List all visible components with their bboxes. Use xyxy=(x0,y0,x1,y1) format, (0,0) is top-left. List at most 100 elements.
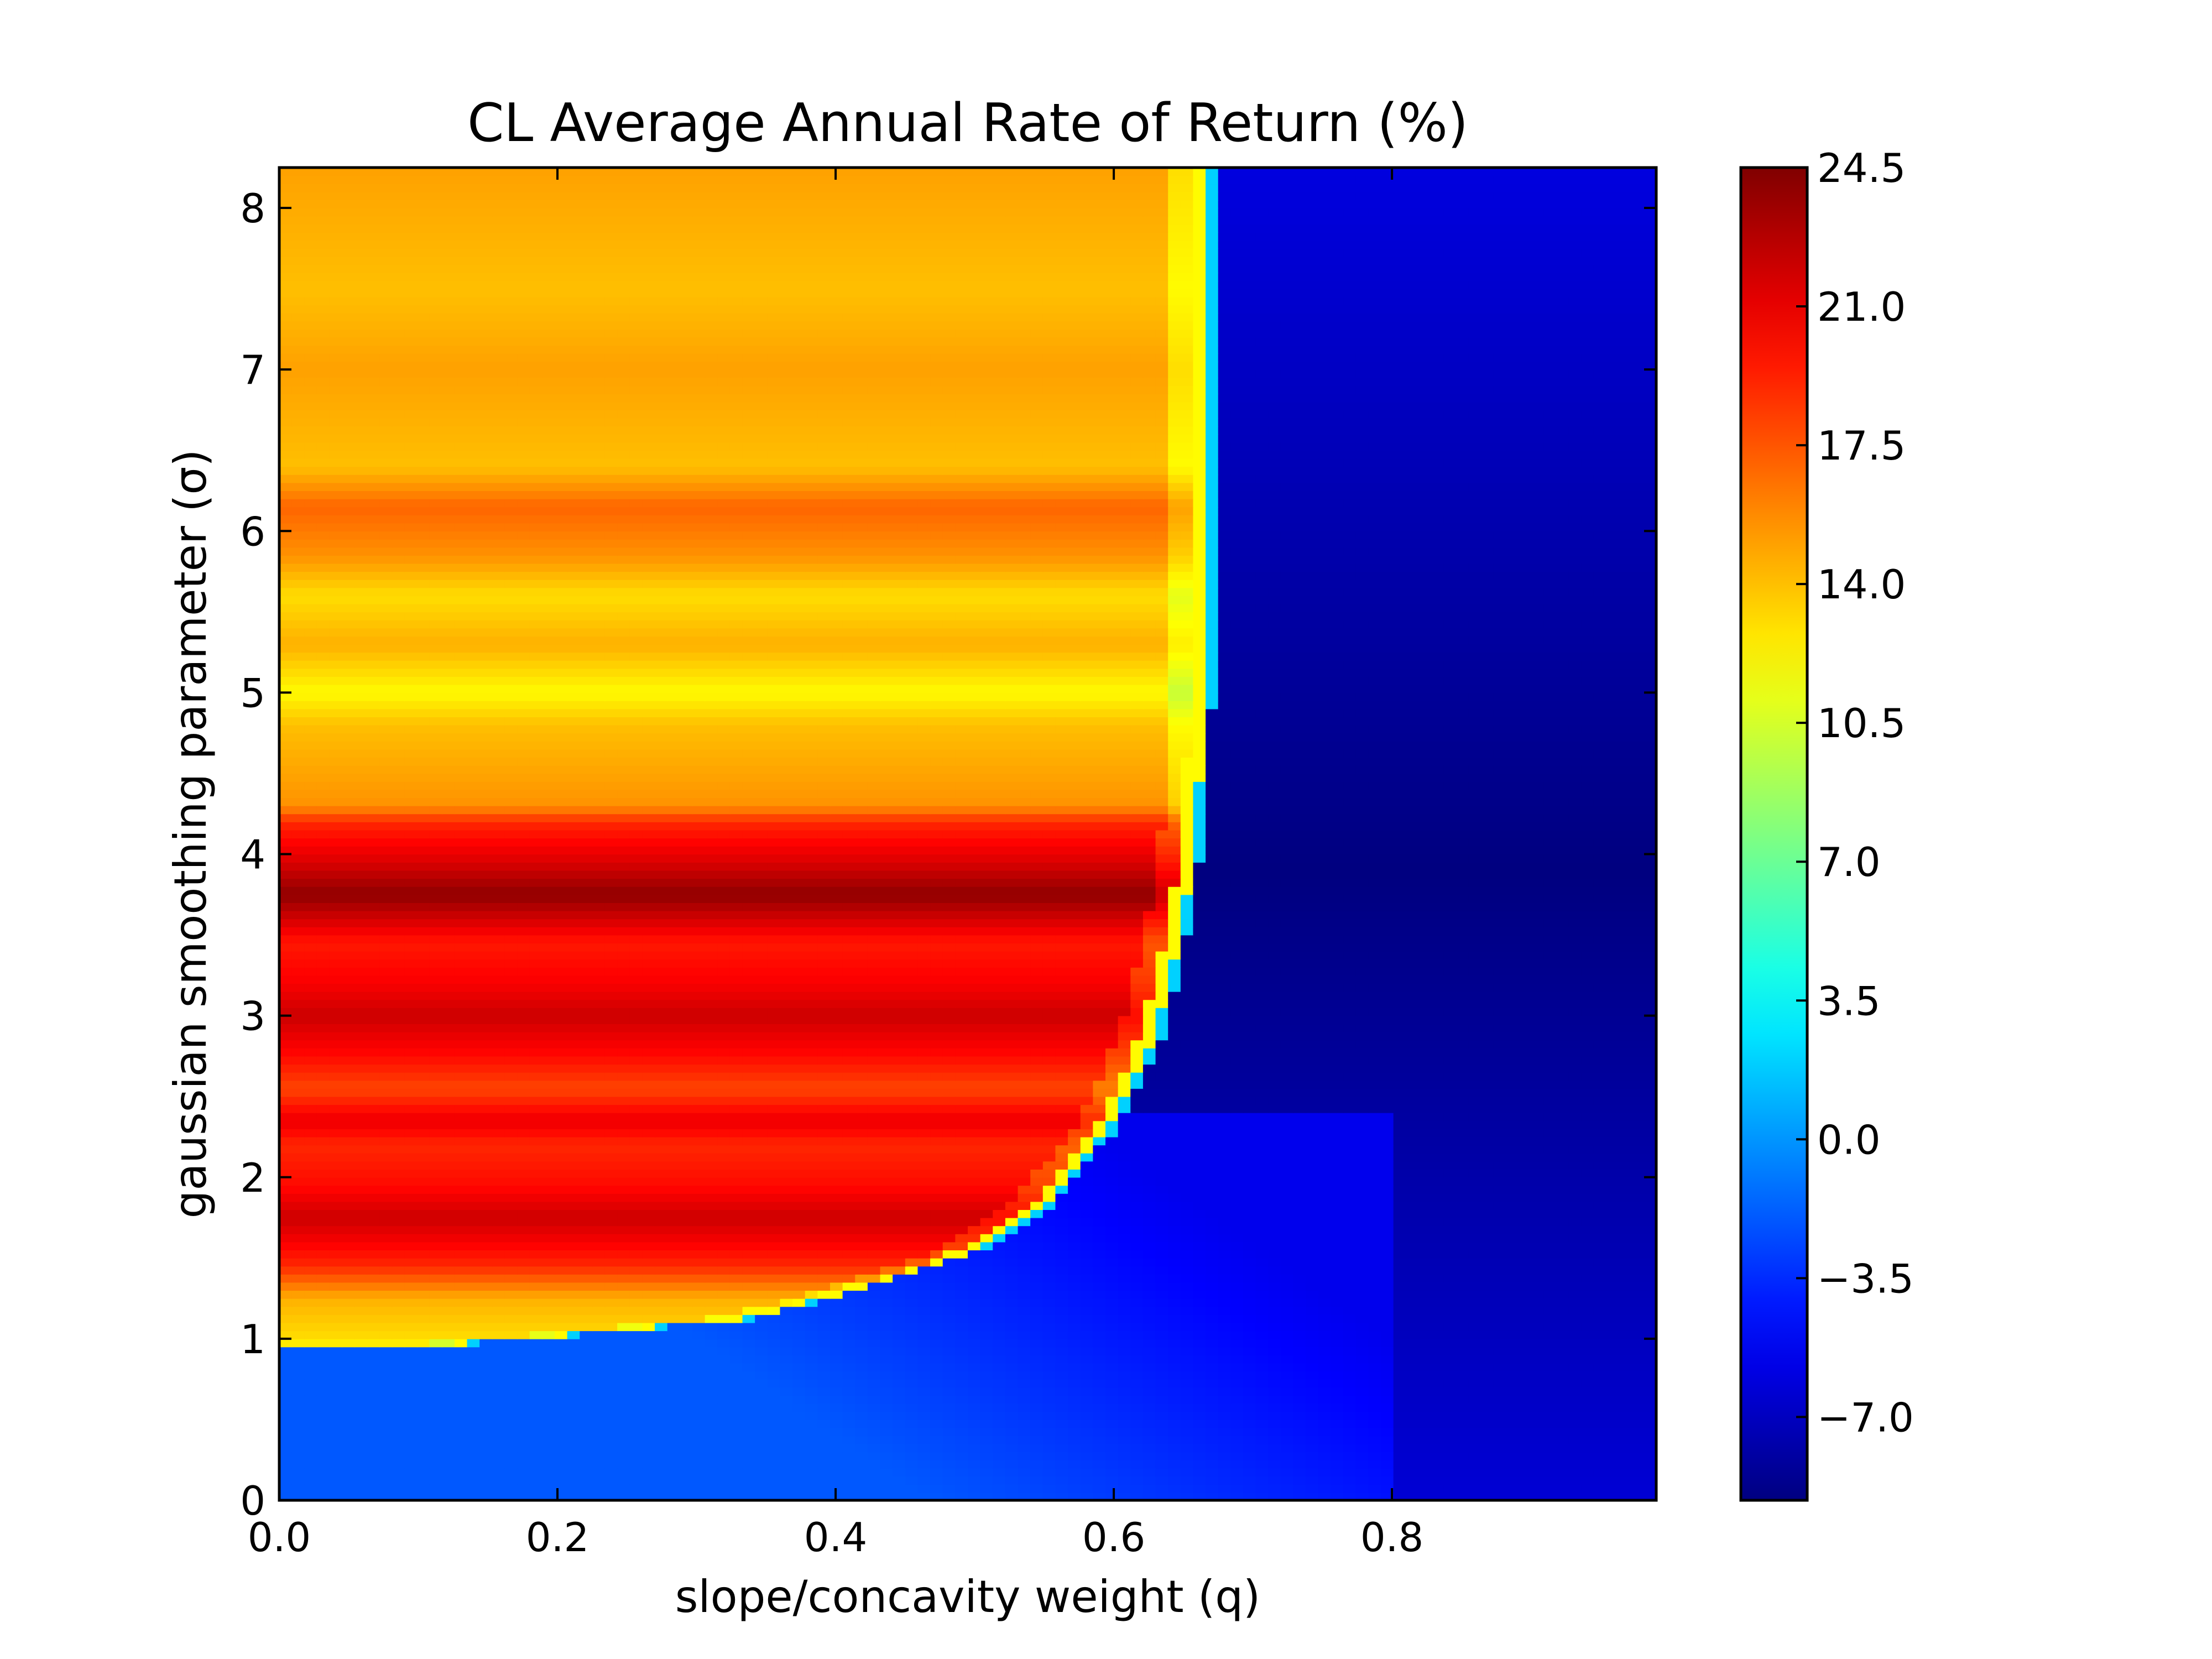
heatmap-cell xyxy=(1543,1419,1557,1428)
heatmap-cell xyxy=(1631,1331,1645,1339)
heatmap-cell xyxy=(705,1225,718,1234)
heatmap-cell xyxy=(1393,1436,1407,1444)
heatmap-cell xyxy=(717,1459,731,1469)
heatmap-cell xyxy=(454,1201,468,1210)
heatmap-cell xyxy=(980,1468,994,1477)
heatmap-cell xyxy=(642,1395,655,1404)
heatmap-cell xyxy=(1493,1152,1507,1162)
heatmap-cell xyxy=(555,1258,568,1267)
heatmap-cell xyxy=(1519,1452,1532,1460)
heatmap-cell xyxy=(655,1371,668,1380)
heatmap-cell xyxy=(1268,1217,1281,1227)
heatmap-cell xyxy=(1619,1476,1632,1485)
heatmap-cell xyxy=(1080,1145,1094,1154)
heatmap-cell xyxy=(1355,1314,1369,1323)
heatmap-cell xyxy=(880,1355,893,1364)
heatmap-cell xyxy=(742,1355,755,1364)
heatmap-cell xyxy=(855,1314,868,1323)
heatmap-cell xyxy=(517,1347,530,1355)
heatmap-cell xyxy=(1581,1290,1594,1299)
heatmap-cell xyxy=(1381,1379,1394,1388)
heatmap-cell xyxy=(955,1290,968,1299)
heatmap-cell xyxy=(917,1371,931,1380)
heatmap-cell xyxy=(742,1250,755,1259)
heatmap-cell xyxy=(329,1169,342,1178)
heatmap-cell xyxy=(442,1363,455,1372)
heatmap-cell xyxy=(1531,1459,1545,1469)
heatmap-cell xyxy=(1581,1177,1594,1186)
heatmap-cell xyxy=(542,1484,555,1493)
heatmap-cell xyxy=(1168,1161,1181,1170)
heatmap-cell xyxy=(1406,1411,1419,1420)
heatmap-cell xyxy=(304,1427,317,1436)
heatmap-cell xyxy=(1531,1322,1545,1332)
heatmap-cell xyxy=(417,1468,430,1477)
heatmap-cell xyxy=(1318,1338,1332,1348)
heatmap-cell xyxy=(1631,1185,1645,1194)
heatmap-cell xyxy=(542,1363,555,1372)
heatmap-cell xyxy=(1093,1185,1106,1194)
heatmap-cell xyxy=(830,1250,843,1259)
heatmap-cell xyxy=(1468,1347,1481,1355)
heatmap-cell xyxy=(1481,1225,1494,1234)
heatmap-cell xyxy=(367,1258,380,1267)
heatmap-cell xyxy=(1531,1403,1545,1412)
heatmap-cell xyxy=(1406,1290,1419,1299)
heatmap-cell xyxy=(567,1379,581,1388)
heatmap-cell xyxy=(592,1129,606,1138)
heatmap-cell xyxy=(1142,1322,1156,1332)
heatmap-cell xyxy=(1005,1161,1019,1170)
heatmap-cell xyxy=(1030,1201,1044,1210)
heatmap-cell xyxy=(342,1201,355,1210)
heatmap-cell xyxy=(367,1185,380,1194)
heatmap-cell xyxy=(1093,1411,1106,1420)
heatmap-cell xyxy=(705,1492,718,1500)
heatmap-cell xyxy=(1142,1355,1156,1364)
heatmap-cell xyxy=(1619,1492,1632,1500)
heatmap-cell xyxy=(1005,1177,1019,1186)
heatmap-cell xyxy=(692,1201,706,1210)
heatmap-cell xyxy=(1243,1169,1256,1178)
heatmap-cell xyxy=(1431,1355,1444,1364)
heatmap-cell xyxy=(1118,1459,1131,1469)
heatmap-cell xyxy=(1193,1363,1206,1372)
heatmap-cell xyxy=(1406,1459,1419,1469)
heatmap-cell xyxy=(404,1492,418,1500)
heatmap-cell xyxy=(580,1145,593,1154)
heatmap-cell xyxy=(1531,1452,1545,1460)
heatmap-cell xyxy=(379,1129,393,1138)
heatmap-cell xyxy=(968,1250,981,1259)
heatmap-cell xyxy=(1168,1443,1181,1453)
heatmap-cell xyxy=(905,1314,919,1323)
heatmap-cell xyxy=(1180,1371,1194,1380)
heatmap-cell xyxy=(729,1290,743,1299)
heatmap-cell xyxy=(1406,1258,1419,1267)
heatmap-cell xyxy=(1255,1452,1269,1460)
heatmap-cell xyxy=(479,1129,493,1138)
heatmap-cell xyxy=(968,1217,981,1227)
heatmap-cell xyxy=(729,1419,743,1428)
heatmap-cell xyxy=(1230,1363,1244,1372)
heatmap-cell xyxy=(1631,1145,1645,1154)
heatmap-cell xyxy=(291,1355,305,1364)
heatmap-cell xyxy=(1519,1331,1532,1339)
heatmap-cell xyxy=(329,1129,342,1138)
heatmap-cell xyxy=(1368,1443,1381,1453)
heatmap-cell xyxy=(1005,1338,1019,1348)
heatmap-cell xyxy=(629,1363,643,1372)
heatmap-cell xyxy=(1418,1427,1432,1436)
heatmap-cell xyxy=(617,1387,630,1396)
heatmap-cell xyxy=(1130,1241,1144,1251)
heatmap-cell xyxy=(1631,1338,1645,1348)
heatmap-cell xyxy=(504,1452,518,1460)
heatmap-cell xyxy=(479,1436,493,1444)
heatmap-cell xyxy=(680,1290,693,1299)
heatmap-cell xyxy=(567,1403,581,1412)
heatmap-cell xyxy=(1455,1217,1469,1227)
heatmap-cell xyxy=(1393,1225,1407,1234)
heatmap-cell xyxy=(893,1193,906,1202)
heatmap-cell xyxy=(855,1452,868,1460)
heatmap-cell xyxy=(805,1306,818,1315)
heatmap-cell xyxy=(354,1161,368,1170)
heatmap-cell xyxy=(930,1355,943,1364)
